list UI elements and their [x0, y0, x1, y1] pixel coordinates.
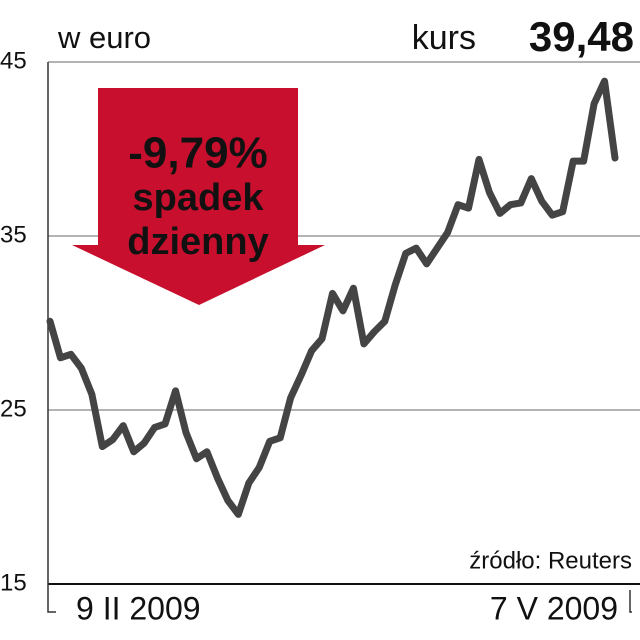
- annotation-text: spadek: [133, 177, 265, 219]
- x-bracket: [47, 584, 632, 613]
- price-line: [46, 77, 619, 518]
- x-tick-label: 9 II 2009: [76, 590, 201, 626]
- y-tick-label: 25: [0, 395, 27, 422]
- price-label: kurs: [412, 19, 476, 57]
- annotation-text: dzienny: [127, 221, 268, 263]
- y-tick-label: 45: [0, 47, 27, 74]
- source: źródło: Reuters: [469, 547, 632, 574]
- y-tick-label: 35: [0, 221, 27, 248]
- y-tick-label: 15: [0, 569, 27, 596]
- annotation-arrow: [72, 88, 325, 305]
- annotation-text: -9,79%: [128, 129, 267, 178]
- price-value: 39,48: [529, 13, 634, 60]
- unit-label: w euro: [57, 20, 151, 55]
- x-tick-label: 7 V 2009: [490, 590, 618, 626]
